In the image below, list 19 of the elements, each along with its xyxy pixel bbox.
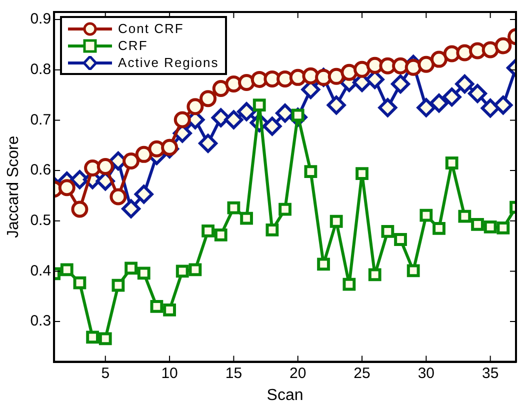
y-tick-label: 0.8 (30, 61, 52, 78)
y-tick-label: 0.5 (30, 212, 52, 230)
x-tick-label: 20 (290, 364, 306, 382)
legend-label: CRF (118, 38, 148, 53)
x-tick-label: 35 (482, 364, 499, 382)
y-tick-label: 0.7 (30, 111, 52, 128)
y-tick-label: 0.3 (30, 312, 52, 330)
x-tick-label: 15 (225, 364, 242, 382)
y-tick-label: 0.4 (30, 262, 52, 280)
x-tick-label: 30 (418, 364, 435, 382)
y-axis-title: Jaccard Score (5, 136, 22, 238)
y-tick-label: 0.6 (30, 162, 52, 179)
x-tick-label: 10 (161, 364, 178, 382)
x-tick-label: 5 (101, 364, 110, 382)
legend-label: Active Regions (118, 55, 219, 70)
legend-label: Cont CRF (118, 21, 184, 36)
x-axis-title: Scan (266, 386, 304, 404)
x-tick-label: 25 (354, 364, 370, 382)
y-tick-label: 0.9 (30, 10, 52, 28)
